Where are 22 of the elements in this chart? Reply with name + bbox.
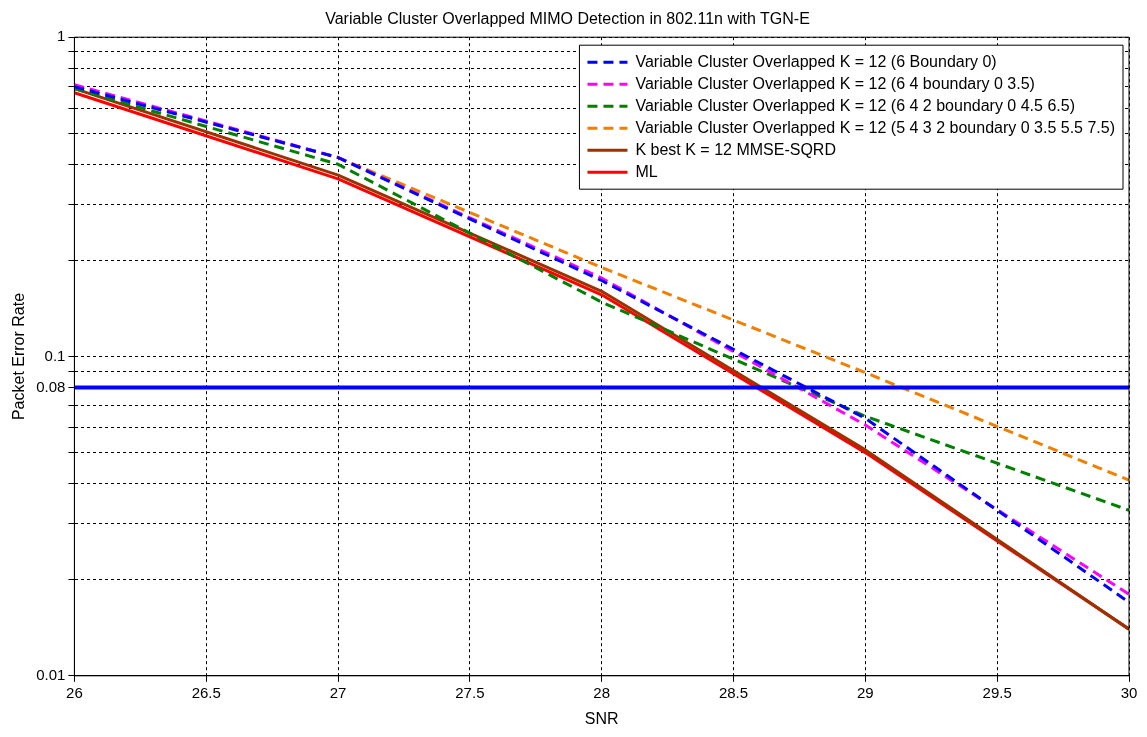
- x-tick-label: 27: [329, 683, 347, 701]
- x-tick-label: 26.5: [191, 683, 221, 701]
- legend-label: Variable Cluster Overlapped K = 12 (6 4 2 boundary 0 4.5 6.5): [635, 96, 1075, 114]
- y-tick-label: 0.01: [36, 665, 66, 683]
- chart-title: Variable Cluster Overlapped MIMO Detection in 802.11n with TGN-E: [325, 10, 810, 28]
- x-tick-label: 26: [66, 683, 83, 701]
- x-tick-label: 28.5: [718, 683, 749, 701]
- legend-label: Variable Cluster Overlapped K = 12 (5 4 3 2 boundary 0 3.5 5.5 7.5): [635, 118, 1116, 136]
- x-tick-label: 27.5: [455, 683, 485, 701]
- legend-label: Variable Cluster Overlapped K = 12 (6 Boundary 0): [635, 52, 997, 70]
- x-tick-label: 29.5: [982, 683, 1012, 701]
- x-axis-title: SNR: [584, 709, 619, 727]
- x-tick-label: 29: [857, 683, 874, 701]
- y-tick-label: 1: [57, 27, 66, 45]
- y-axis-title: Packet Error Rate: [10, 292, 28, 421]
- legend-label: Variable Cluster Overlapped K = 12 (6 4 boundary 0 3.5): [635, 74, 1035, 92]
- y-tick-label: 0.08: [36, 377, 66, 395]
- x-tick-label: 28: [593, 683, 611, 701]
- legend-label: ML: [635, 162, 658, 180]
- legend-label: K best K = 12 MMSE-SQRD: [635, 140, 836, 158]
- x-tick-label: 30: [1120, 683, 1138, 701]
- y-tick-label: 0.1: [44, 346, 66, 364]
